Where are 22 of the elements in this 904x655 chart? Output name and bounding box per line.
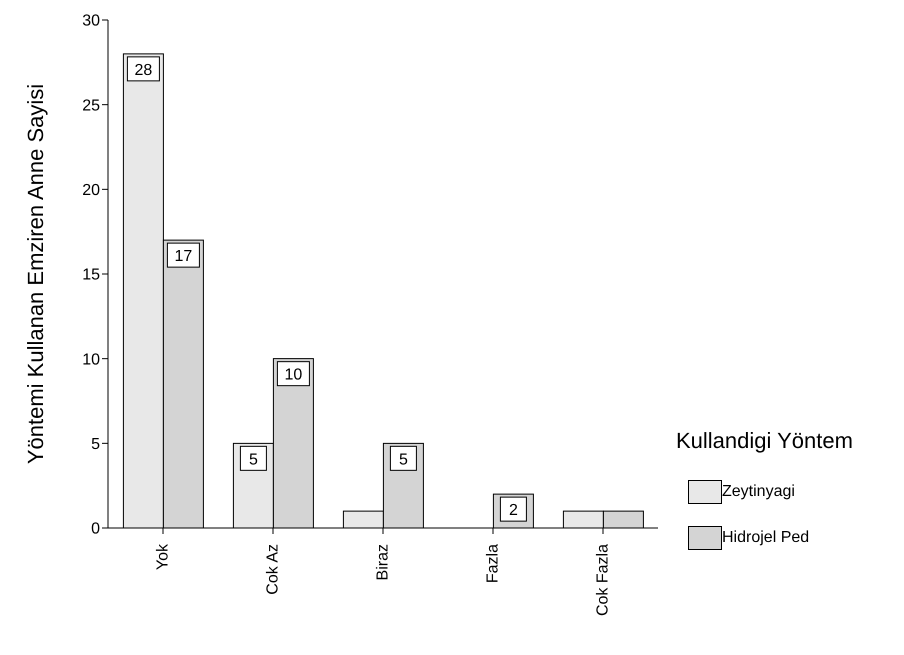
legend-title: Kullandigi Yöntem (676, 428, 853, 454)
y-tick-label: 25 (82, 97, 100, 114)
x-tick-label: Yok (154, 543, 172, 570)
data-label: 5 (248, 451, 258, 468)
y-tick-label: 10 (82, 351, 100, 368)
y-tick-label: 5 (91, 436, 100, 454)
data-label: 17 (174, 248, 192, 266)
y-axis-title: Yöntemi Kullanan Emziren Anne Sayisi (22, 84, 48, 464)
x-tick-label: Fazla (484, 544, 502, 584)
x-tick-label: Cok Fazla (594, 544, 612, 616)
y-tick-label: 0 (91, 520, 100, 538)
data-label: 10 (284, 366, 302, 384)
y-tick-label: 20 (82, 182, 100, 200)
data-label: 5 (398, 451, 408, 468)
data-label: 28 (134, 62, 152, 79)
y-tick-label: 15 (82, 266, 100, 284)
legend-label: Hidrojel Ped (722, 529, 810, 547)
y-tick-label: 30 (82, 12, 100, 30)
x-tick-label: Cok Az (264, 544, 282, 595)
legend-label: Zeytinyagi (722, 483, 795, 501)
data-label: 2 (508, 502, 518, 520)
x-tick-label: Biraz (374, 544, 392, 580)
